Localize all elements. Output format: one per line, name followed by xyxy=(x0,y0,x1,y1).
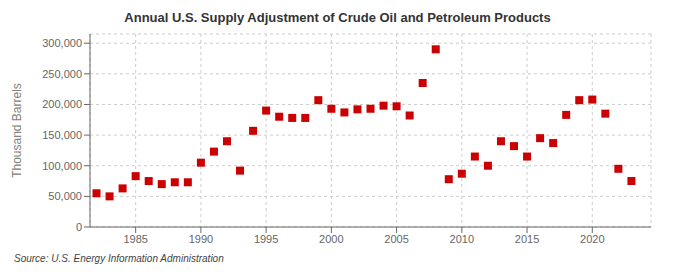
svg-text:Thousand Barrels: Thousand Barrels xyxy=(10,83,24,178)
svg-text:1995: 1995 xyxy=(254,233,278,245)
svg-text:1985: 1985 xyxy=(123,233,147,245)
svg-text:1990: 1990 xyxy=(189,233,213,245)
svg-text:2000: 2000 xyxy=(319,233,343,245)
svg-text:150,000: 150,000 xyxy=(42,129,82,141)
svg-text:250,000: 250,000 xyxy=(42,68,82,80)
svg-text:200,000: 200,000 xyxy=(42,98,82,110)
svg-text:0: 0 xyxy=(76,221,82,233)
svg-text:50,000: 50,000 xyxy=(48,190,82,202)
html-text:Annual U.S. Supply Adjustment: Annual U.S. Supply Adjustment of Crude O… xyxy=(124,10,551,25)
svg-text:100,000: 100,000 xyxy=(42,160,82,172)
svg-text:2020: 2020 xyxy=(580,233,604,245)
html-text:Source: U.S. Energy Informatio: Source: U.S. Energy Information Administ… xyxy=(14,253,224,264)
svg-text:2005: 2005 xyxy=(384,233,408,245)
svg-text:300,000: 300,000 xyxy=(42,37,82,49)
svg-text:2010: 2010 xyxy=(450,233,474,245)
svg-text:2015: 2015 xyxy=(515,233,539,245)
